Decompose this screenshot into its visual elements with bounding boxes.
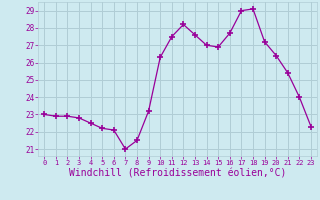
X-axis label: Windchill (Refroidissement éolien,°C): Windchill (Refroidissement éolien,°C) bbox=[69, 169, 286, 179]
